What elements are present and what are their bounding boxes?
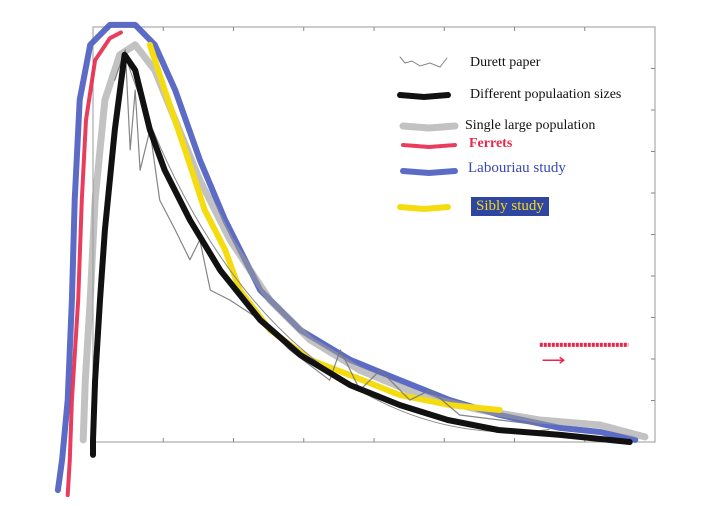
legend-label-sibly: Sibly study <box>471 197 549 216</box>
legend-label-ferrets: Ferrets <box>469 136 513 151</box>
legend-sample-different-populaation-sizes <box>397 92 451 101</box>
series-line-durett-paper <box>114 49 541 426</box>
legend-label-different-sizes: Different populaation sizes <box>470 87 622 102</box>
legend-label-labouriau: Labouriau study <box>468 160 566 176</box>
arrow-head-icon <box>559 356 565 364</box>
legend-label-durett: Durett paper <box>470 55 541 70</box>
series-line-ferrets <box>65 30 124 498</box>
legend-sample-single-large-population <box>399 122 459 132</box>
series-line-different-populaation-sizes <box>90 51 633 458</box>
legend-sample-labouriau-study <box>400 168 458 177</box>
legend-sample-sibly-study <box>397 204 451 213</box>
legend-sample-ferrets <box>401 143 457 150</box>
legend-sample-durett-paper <box>399 56 448 68</box>
series-line-durett-fit <box>124 55 550 433</box>
legend-label-single-large: Single large population <box>465 118 596 133</box>
